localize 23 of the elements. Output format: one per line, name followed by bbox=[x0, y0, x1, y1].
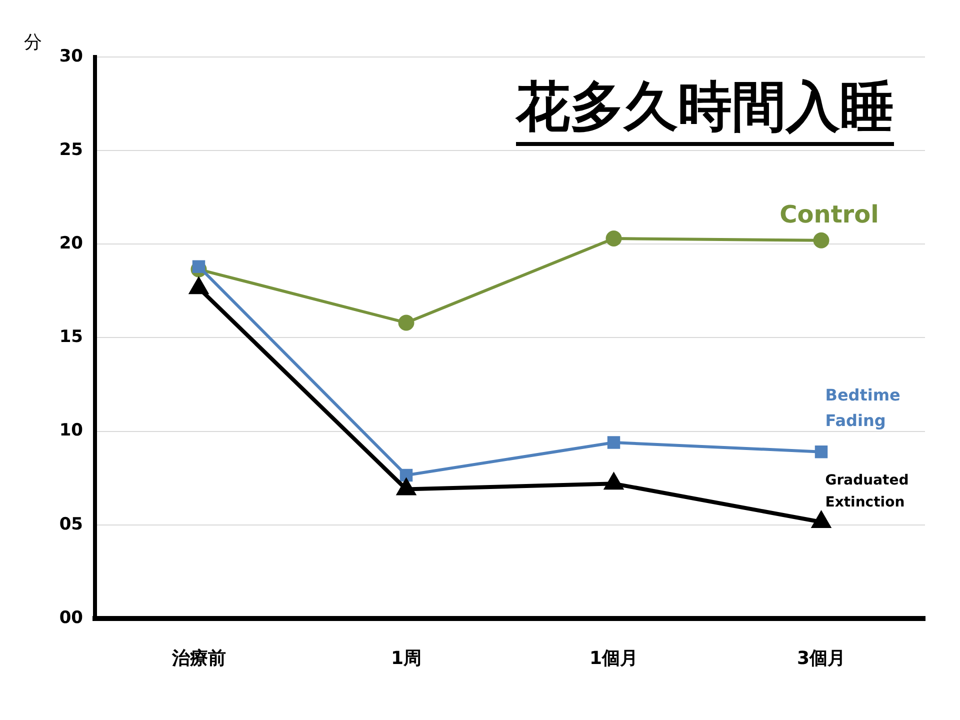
point bbox=[396, 477, 417, 496]
y-tick-label: 10 bbox=[59, 420, 84, 441]
series-label: Control bbox=[780, 200, 879, 229]
x-tick-label: 3個月 bbox=[796, 648, 846, 669]
point bbox=[813, 232, 830, 248]
chart-title: 花多久時間入睡 bbox=[516, 72, 894, 146]
x-tick-label: 1個月 bbox=[589, 648, 638, 669]
y-tick-label: 20 bbox=[59, 234, 84, 254]
point bbox=[606, 230, 622, 247]
y-tick-label: 30 bbox=[59, 46, 84, 66]
series-label: Graduated Extinction bbox=[825, 472, 909, 511]
y-tick-label: 00 bbox=[59, 608, 84, 628]
y-axis-title: 分 bbox=[24, 31, 42, 54]
series-label: Bedtime Fading bbox=[825, 385, 901, 430]
y-tick-label: 25 bbox=[59, 140, 83, 160]
y-tick-label: 05 bbox=[59, 514, 83, 534]
point bbox=[810, 510, 832, 528]
x-tick-label: 治療前 bbox=[170, 648, 226, 669]
point bbox=[192, 260, 206, 273]
point bbox=[603, 472, 624, 490]
y-tick-label: 15 bbox=[59, 327, 83, 348]
point bbox=[398, 314, 414, 331]
x-tick-label: 1周 bbox=[390, 648, 422, 669]
